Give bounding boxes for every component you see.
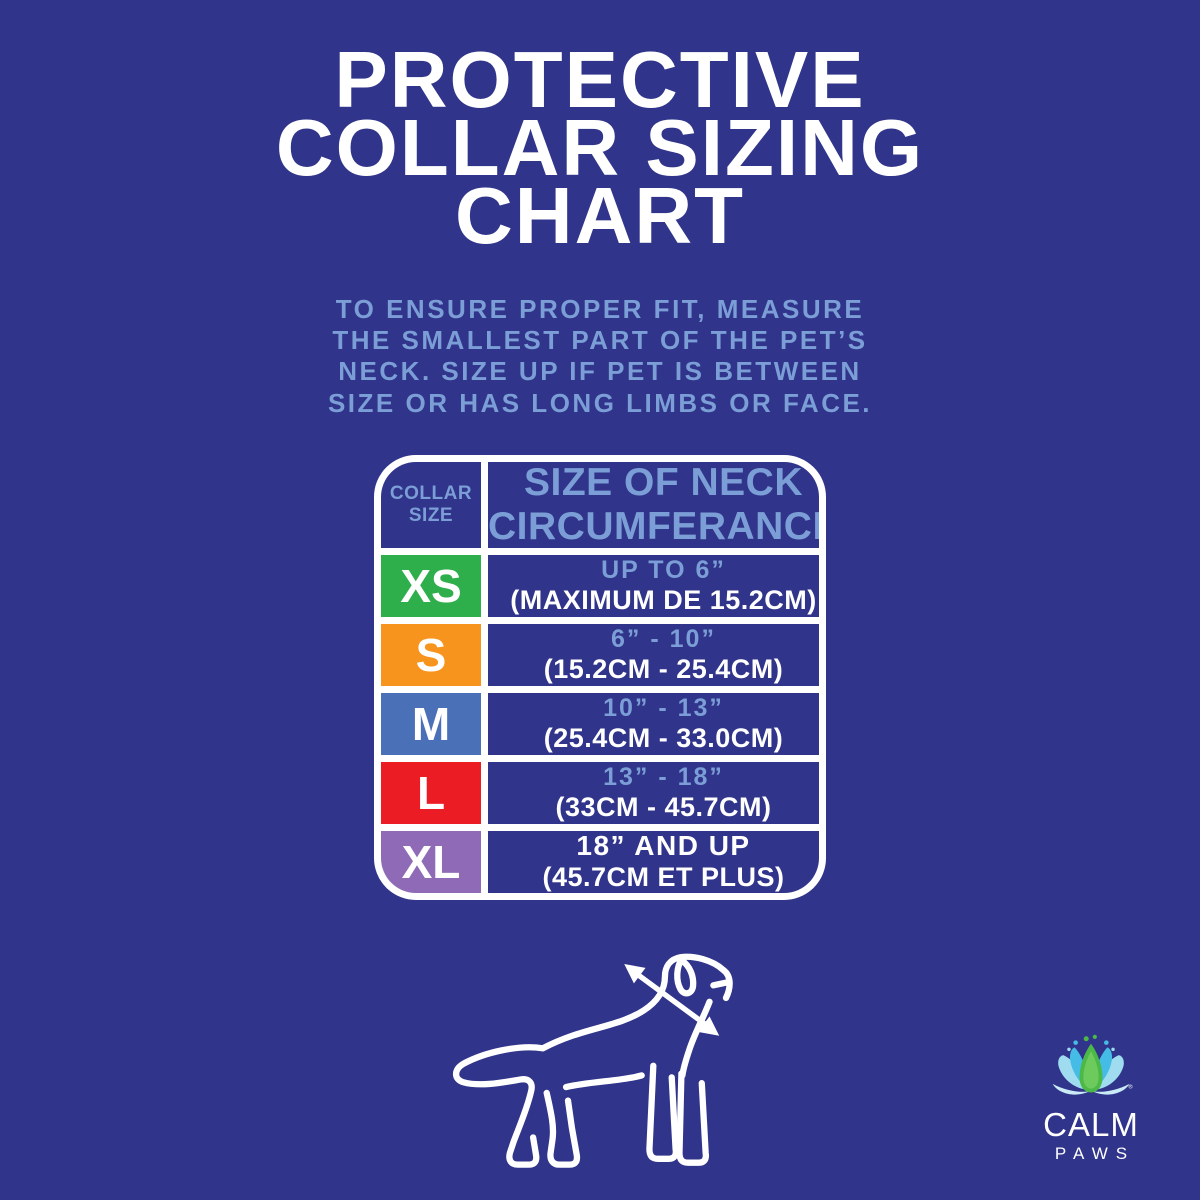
- dog-rear-leg: [543, 1089, 581, 1168]
- size-row-s: 6” - 10” (15.2CM - 25.4CM): [488, 623, 819, 686]
- page-title-line1: PROTECTIVE: [334, 35, 866, 124]
- size-metric-l: (33CM - 45.7CM): [555, 791, 772, 822]
- size-row-xs: UP TO 6” (MAXIMUM DE 15.2CM): [488, 554, 819, 617]
- dog-chest: [679, 998, 713, 1079]
- page-title: PROTECTIVE COLLAR SIZING CHART: [275, 35, 925, 260]
- dog-neck-measurement-icon: [452, 953, 733, 1168]
- size-row-l: 13” - 18” (33CM - 45.7CM): [488, 761, 819, 824]
- size-badge-xs: XS: [381, 554, 481, 617]
- size-range-m: 10” - 13”: [603, 693, 724, 722]
- size-row-m: 10” - 13” (25.4CM - 33.0CM): [488, 692, 819, 755]
- size-metric-m: (25.4CM - 33.0CM): [543, 722, 784, 753]
- size-badge-l: L: [381, 761, 481, 824]
- instructions-line3: NECK. SIZE UP IF PET IS BETWEEN: [338, 356, 862, 387]
- page-title-line2: COLLAR SIZING: [275, 103, 925, 192]
- page-title-line3: CHART: [455, 171, 745, 260]
- header-neck-circumference: SIZE OF NECK CIRCUMFERANCE: [488, 461, 819, 548]
- dog-ear: [674, 956, 697, 997]
- header-collar-size: COLLAR SIZE: [381, 461, 481, 548]
- arrowhead-lower: [697, 1016, 720, 1036]
- size-row-xl: 18” AND UP (45.7CM ET PLUS): [488, 830, 819, 893]
- sizing-table: COLLAR SIZE SIZE OF NECK CIRCUMFERANCE X…: [374, 454, 826, 900]
- dog-front-leg-far: [646, 1062, 679, 1162]
- dog-outline: [452, 953, 733, 1168]
- measuring-instructions: TO ENSURE PROPER FIT, MEASURE THE SMALLE…: [328, 294, 872, 419]
- size-badge-s: S: [381, 623, 481, 686]
- dog-mouth: [710, 979, 731, 989]
- neck-measure-arrow-icon: [635, 971, 711, 1029]
- logo-brand-name: CALM: [1043, 1106, 1139, 1143]
- size-range-s: 6” - 10”: [611, 624, 716, 653]
- size-range-l: 13” - 18”: [603, 762, 724, 791]
- arrowhead-upper: [624, 963, 646, 984]
- size-badge-m: M: [381, 692, 481, 755]
- size-badge-xl: XL: [381, 830, 481, 893]
- registered-mark: ®: [1128, 1084, 1133, 1091]
- instructions-line4: SIZE OR HAS LONG LIMBS OR FACE.: [327, 387, 873, 418]
- dog-illustration: [425, 932, 775, 1184]
- dog-front-leg-near: [676, 1070, 710, 1166]
- size-range-xs: UP TO 6”: [601, 555, 726, 584]
- instructions-line1: TO ENSURE PROPER FIT, MEASURE: [335, 294, 865, 324]
- calm-paws-logo: ® CALM PAWS: [1016, 1034, 1166, 1164]
- size-range-xl: 18” AND UP: [576, 830, 751, 862]
- logo-brand-sub: PAWS: [1054, 1144, 1136, 1163]
- size-metric-xl: (45.7CM ET PLUS): [542, 862, 785, 893]
- size-metric-s: (15.2CM - 25.4CM): [543, 653, 784, 684]
- size-metric-xs: (MAXIMUM DE 15.2CM): [510, 584, 817, 615]
- lotus-icon: ®: [1052, 1034, 1133, 1095]
- instructions-line2: THE SMALLEST PART OF THE PET’S: [332, 325, 868, 356]
- dog-belly: [562, 1072, 645, 1090]
